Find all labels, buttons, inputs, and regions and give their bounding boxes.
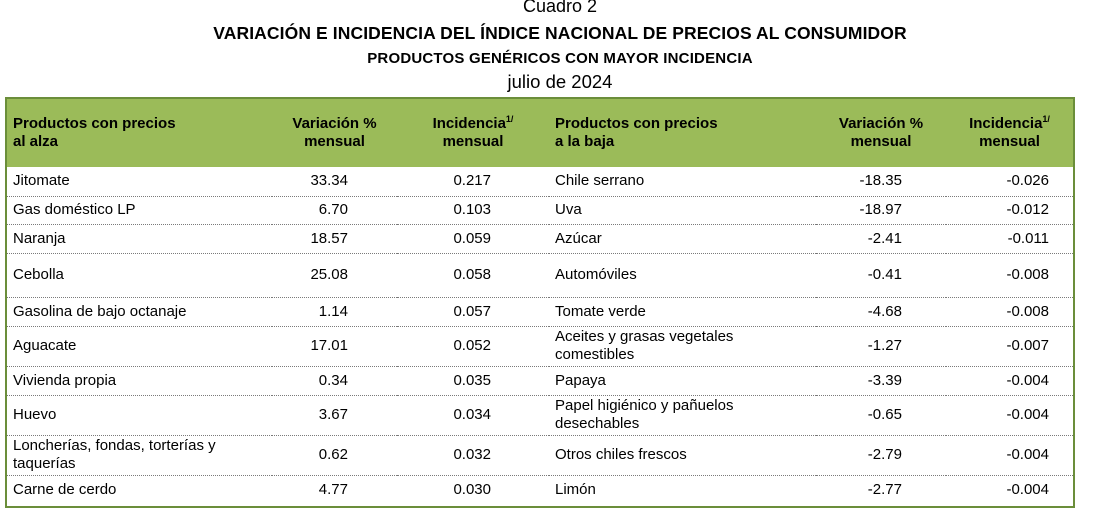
product-baja: Limón xyxy=(555,480,596,498)
incidencia-alza: 0.217 xyxy=(397,167,549,197)
table-row: Gasolina de bajo octanaje 1.14 0.057 Tomate… xyxy=(7,297,1073,327)
incidencia-alza: 0.030 xyxy=(453,480,491,498)
product-alza: Vivienda propia xyxy=(7,366,272,396)
variacion-baja: -2.77 xyxy=(867,480,902,498)
product-baja: Otros chiles frescos xyxy=(549,435,816,476)
incidencia-alza: 0.052 xyxy=(397,326,549,367)
incidencia-alza: 0.057 xyxy=(397,297,549,327)
variacion-baja: -1.27 xyxy=(816,326,946,367)
variacion-alza: 4.77 xyxy=(318,480,348,498)
table-row: Vivienda propia 0.34 0.035 Papaya -3.39 -0.00… xyxy=(7,366,1073,396)
table-body: Jitomate 33.34 0.217 Chile serrano -18.35 -0.… xyxy=(7,167,1073,504)
product-alza: Naranja xyxy=(7,224,272,254)
footnote-marker: 1/ xyxy=(1042,114,1050,124)
table-row: Gas doméstico LP 6.70 0.103 Uva -18.97 -0.012 xyxy=(7,196,1073,225)
variacion-alza: 0.34 xyxy=(272,366,397,396)
incidencia-baja: -0.004 xyxy=(946,435,1073,476)
product-baja: Azúcar xyxy=(549,224,816,254)
variacion-alza: 33.34 xyxy=(272,167,397,197)
col-header-alza: Productos con precios al alza xyxy=(13,115,176,150)
page-subtitle: PRODUCTOS GENÉRICOS CON MAYOR INCIDENCIA xyxy=(367,50,753,67)
incidencia-baja: -0.004 xyxy=(946,395,1073,436)
incidencia-alza: 0.034 xyxy=(397,395,549,436)
table-row: Cebolla 25.08 0.058 Automóviles -0.41 -0.008 xyxy=(7,253,1073,298)
variacion-baja: -2.79 xyxy=(816,435,946,476)
incidencia-alza: 0.058 xyxy=(397,253,549,298)
product-baja: Chile serrano xyxy=(549,167,816,197)
variacion-alza: 17.01 xyxy=(272,326,397,367)
product-alza: Jitomate xyxy=(7,167,272,197)
product-alza: Huevo xyxy=(7,395,272,436)
variacion-baja: -18.97 xyxy=(816,196,946,225)
table-row: Carne de cerdo 4.77 0.030 Limón -2.77 -0.004 xyxy=(7,475,1073,504)
col-header-variacion-baja: Variación % mensual xyxy=(838,115,924,150)
cuadro-label: Cuadro 2 xyxy=(522,0,598,16)
product-baja: Tomate verde xyxy=(549,297,816,327)
variacion-baja: -18.35 xyxy=(816,167,946,197)
product-alza: Cebolla xyxy=(7,253,272,298)
incidencia-baja: -0.011 xyxy=(946,224,1073,254)
incidencia-baja: -0.004 xyxy=(946,366,1073,396)
report-date: julio de 2024 xyxy=(507,71,613,92)
variacion-baja: -0.65 xyxy=(816,395,946,436)
col-header-incidencia-baja: Incidencia1/mensual xyxy=(969,114,1050,151)
table-row: Aguacate 17.01 0.052 Aceites y grasas veget… xyxy=(7,326,1073,367)
incidencia-baja: -0.008 xyxy=(946,253,1073,298)
incidencia-alza: 0.032 xyxy=(397,435,549,476)
incidencia-baja: -0.008 xyxy=(946,297,1073,327)
footnote-fragment xyxy=(5,509,1115,514)
variacion-baja: -0.41 xyxy=(816,253,946,298)
incidencia-baja: -0.026 xyxy=(946,167,1073,197)
product-alza: Carne de cerdo xyxy=(13,480,117,498)
incidence-table: Productos con precios al alza Variación %… xyxy=(7,99,1073,504)
product-baja: Automóviles xyxy=(549,253,816,298)
incidencia-baja: -0.007 xyxy=(946,326,1073,367)
table-row: Loncherías, fondas, torterías y taquería… xyxy=(7,435,1073,476)
product-baja: Papel higiénico y pañuelos desechables xyxy=(549,395,816,436)
incidencia-alza: 0.103 xyxy=(397,196,549,225)
product-alza: Loncherías, fondas, torterías y taquería… xyxy=(7,435,272,476)
table-header-row: Productos con precios al alza Variación %… xyxy=(7,99,1073,167)
table-row: Jitomate 33.34 0.217 Chile serrano -18.35 -0.… xyxy=(7,167,1073,197)
variacion-baja: -4.68 xyxy=(816,297,946,327)
incidence-table-frame: Productos con precios al alza Variación %… xyxy=(5,97,1075,508)
col-header-incidencia-alza: Incidencia1/mensual xyxy=(432,114,514,151)
table-row: Huevo 3.67 0.034 Papel higiénico y pañuelos… xyxy=(7,395,1073,436)
variacion-alza: 0.62 xyxy=(272,435,397,476)
page-title: VARIACIÓN E INCIDENCIA DEL ÍNDICE NACION… xyxy=(213,23,907,43)
variacion-alza: 1.14 xyxy=(272,297,397,327)
footnote-marker: 1/ xyxy=(505,114,514,124)
incidencia-alza: 0.035 xyxy=(397,366,549,396)
variacion-alza: 25.08 xyxy=(272,253,397,298)
product-baja: Aceites y grasas vegetales comestibles xyxy=(549,326,816,367)
col-header-baja: Productos con precios a la baja xyxy=(555,115,718,150)
variacion-alza: 6.70 xyxy=(272,196,397,225)
incidencia-alza: 0.059 xyxy=(397,224,549,254)
product-baja: Uva xyxy=(549,196,816,225)
product-alza: Gas doméstico LP xyxy=(7,196,272,225)
product-alza: Aguacate xyxy=(7,326,272,367)
variacion-baja: -2.41 xyxy=(816,224,946,254)
variacion-alza: 18.57 xyxy=(272,224,397,254)
variacion-baja: -3.39 xyxy=(816,366,946,396)
variacion-alza: 3.67 xyxy=(272,395,397,436)
incidencia-baja: -0.004 xyxy=(1006,480,1049,498)
product-alza: Gasolina de bajo octanaje xyxy=(7,297,272,327)
incidencia-baja: -0.012 xyxy=(946,196,1073,225)
col-header-variacion-alza: Variación % mensual xyxy=(292,115,377,150)
table-row: Naranja 18.57 0.059 Azúcar -2.41 -0.011 xyxy=(7,224,1073,254)
product-baja: Papaya xyxy=(549,366,816,396)
